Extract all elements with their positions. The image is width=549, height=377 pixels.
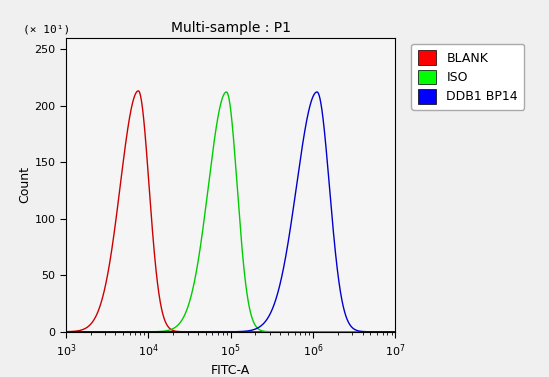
Text: (× 10¹): (× 10¹) [23,25,70,35]
Legend: BLANK, ISO, DDB1 BP14: BLANK, ISO, DDB1 BP14 [411,44,524,110]
Title: Multi-sample : P1: Multi-sample : P1 [171,21,290,35]
X-axis label: FITC-A: FITC-A [211,364,250,377]
Y-axis label: Count: Count [19,166,31,203]
